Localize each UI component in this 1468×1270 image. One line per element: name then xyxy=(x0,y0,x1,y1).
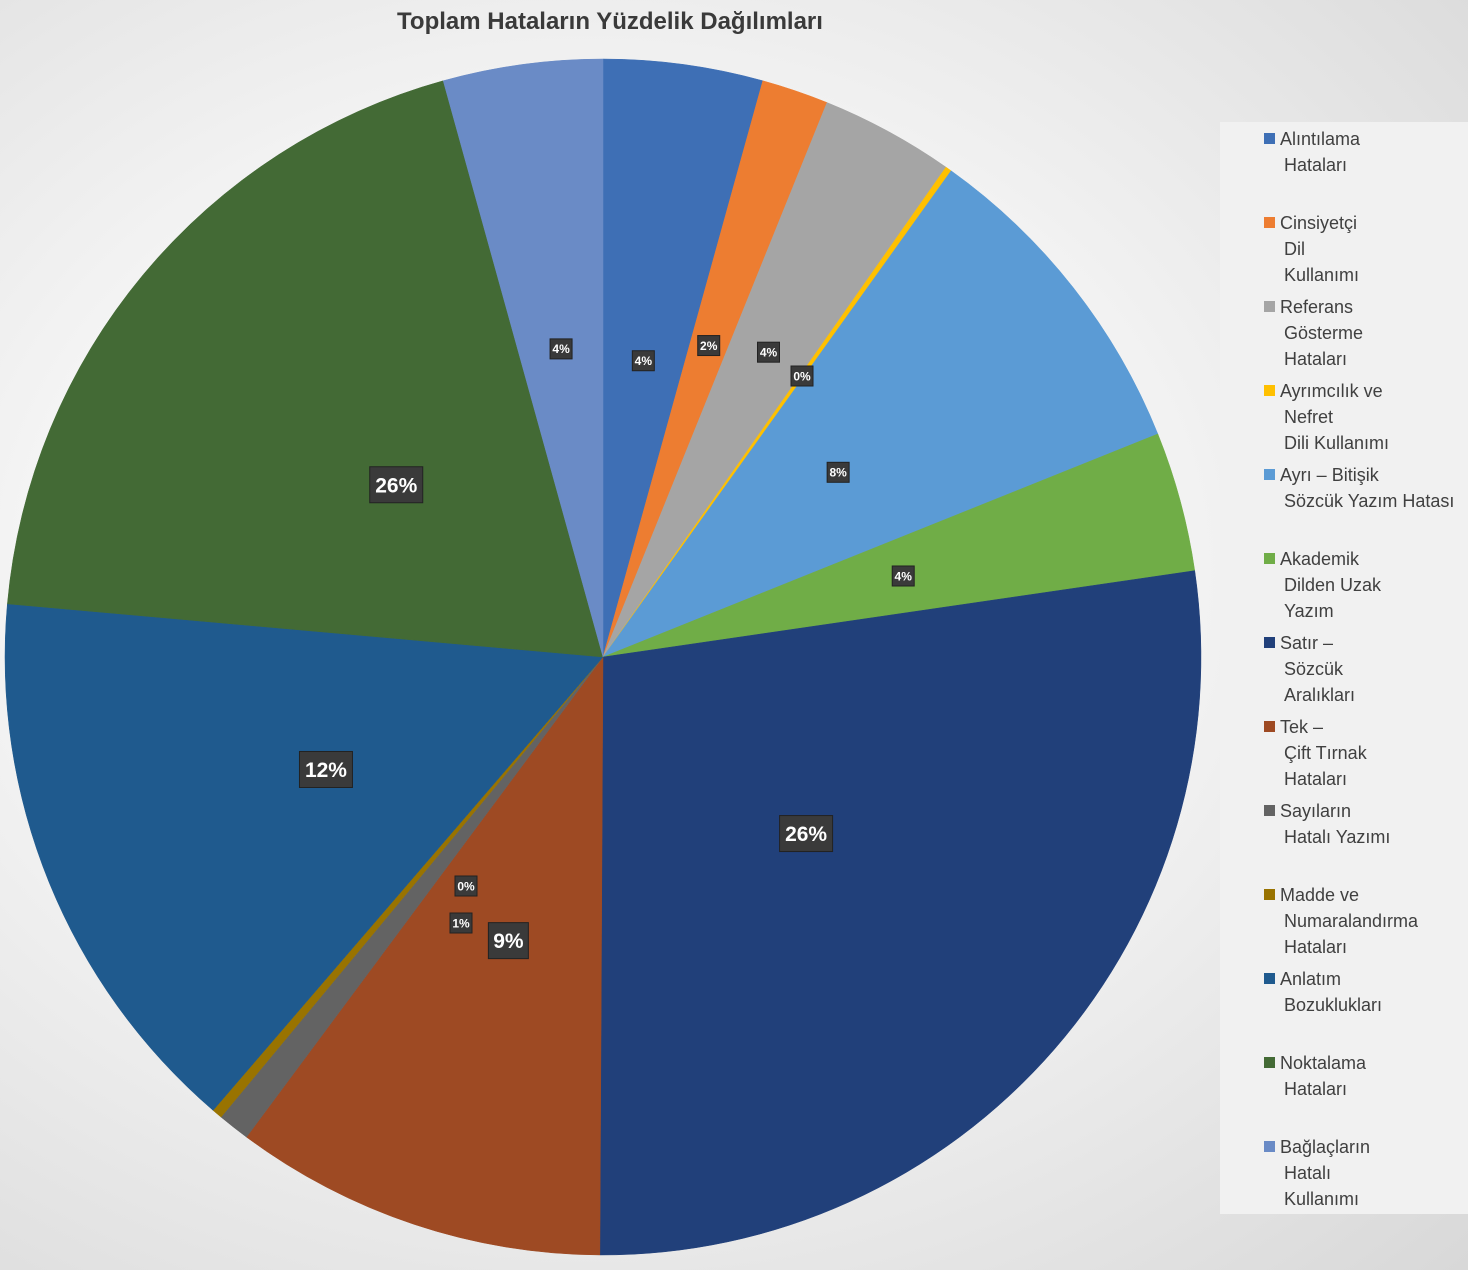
legend-label: Sayıların xyxy=(1280,801,1352,821)
legend-label: Hataları xyxy=(1284,937,1348,957)
data-label-text: 4% xyxy=(760,346,778,360)
pie-slice xyxy=(246,656,604,1256)
data-label: 12% xyxy=(298,750,353,788)
data-label: 0% xyxy=(790,365,814,387)
data-label: 4% xyxy=(756,341,780,363)
data-label-text: 0% xyxy=(457,879,475,893)
legend-label: Kullanımı xyxy=(1284,265,1360,285)
legend-label: Aralıkları xyxy=(1284,685,1356,705)
legend-swatch xyxy=(1264,385,1275,396)
legend-swatch xyxy=(1264,301,1275,312)
pie-slice xyxy=(602,170,1159,658)
data-label-text: 12% xyxy=(305,759,347,782)
legend-label: Cinsiyetçi xyxy=(1280,213,1358,233)
legend-label: Dilden Uzak xyxy=(1284,575,1382,595)
pie-slice xyxy=(4,603,604,1111)
data-label-box xyxy=(454,875,478,897)
legend-label: Yazım xyxy=(1284,601,1334,621)
legend-label: Nefret xyxy=(1284,407,1334,427)
data-label-box xyxy=(891,565,915,587)
pie-chart: 4% 2% 4% 0% 8% 4% 26% 9% 1% 0% 12% 26% 4% xyxy=(4,58,1202,1256)
data-label: 8% xyxy=(826,461,850,483)
data-label-box xyxy=(631,350,655,372)
data-label: 4% xyxy=(631,350,655,372)
legend-swatch xyxy=(1264,721,1275,732)
legend-label: Tek – xyxy=(1280,717,1324,737)
legend-label: Alıntılama xyxy=(1280,129,1361,149)
data-label-box xyxy=(790,365,814,387)
data-label: 9% xyxy=(487,922,529,960)
legend-label: Hataları xyxy=(1284,155,1348,175)
legend-label: Satır – xyxy=(1280,633,1334,653)
legend-label: Hataları xyxy=(1284,769,1348,789)
data-label-text: 26% xyxy=(375,474,417,497)
legend-label: Bozuklukları xyxy=(1284,995,1383,1015)
legend-swatch xyxy=(1264,133,1275,144)
legend-label: Akademik xyxy=(1280,549,1360,569)
data-label-box xyxy=(756,341,780,363)
data-label-text: 26% xyxy=(785,823,827,846)
pie-slice xyxy=(442,58,604,658)
legend-label: Ayrı – Bitişik xyxy=(1280,465,1379,485)
legend-swatch xyxy=(1264,553,1275,564)
legend-swatch xyxy=(1264,1141,1275,1152)
data-label-box xyxy=(549,338,573,360)
legend-label: Numaralandırma xyxy=(1284,911,1419,931)
legend-label: Dili Kullanımı xyxy=(1284,433,1390,453)
legend-swatch xyxy=(1264,805,1275,816)
data-label-text: 4% xyxy=(895,569,913,583)
data-label: 26% xyxy=(779,815,834,853)
pie-slice xyxy=(599,570,1202,1256)
pie-slice xyxy=(7,80,604,658)
legend-label: Hataları xyxy=(1284,349,1348,369)
legend-label: Noktalama xyxy=(1280,1053,1367,1073)
legend-swatch xyxy=(1264,889,1275,900)
data-label: 4% xyxy=(891,565,915,587)
legend-swatch xyxy=(1264,973,1275,984)
legend-label: Gösterme xyxy=(1284,323,1364,343)
data-label-box xyxy=(369,466,424,504)
data-label: 0% xyxy=(454,875,478,897)
legend-label: Dil xyxy=(1284,239,1305,259)
legend-swatch xyxy=(1264,637,1275,648)
legend-label: Sözcük Yazım Hatası xyxy=(1284,491,1455,511)
data-label-box xyxy=(487,922,529,960)
legend-label: Çift Tırnak xyxy=(1284,743,1367,763)
legend-label: Bağlaçların xyxy=(1280,1137,1371,1157)
legend-label: Madde ve xyxy=(1280,885,1360,905)
legend-label: Anlatım xyxy=(1280,969,1342,989)
data-label-box xyxy=(298,750,353,788)
data-label: 2% xyxy=(697,335,721,357)
legend-label: Ayrımcılık ve xyxy=(1280,381,1383,401)
legend-label: Kullanımı xyxy=(1284,1189,1360,1209)
legend-label: Hatalı xyxy=(1284,1163,1332,1183)
data-label-text: 0% xyxy=(793,369,811,383)
data-label-box xyxy=(697,335,721,357)
data-label-box xyxy=(449,912,473,934)
data-label: 1% xyxy=(449,912,473,934)
data-label-text: 4% xyxy=(552,342,570,356)
data-label-box xyxy=(779,815,834,853)
legend-label: Referans xyxy=(1280,297,1354,317)
legend-label: Sözcük xyxy=(1284,659,1344,679)
data-label-text: 2% xyxy=(700,339,718,353)
data-label: 4% xyxy=(549,338,573,360)
data-label-box xyxy=(826,461,850,483)
data-label-text: 1% xyxy=(452,916,470,930)
data-label: 26% xyxy=(369,466,424,504)
data-label-text: 8% xyxy=(829,466,847,480)
data-label-text: 9% xyxy=(493,930,524,953)
legend-swatch xyxy=(1264,469,1275,480)
data-label-text: 4% xyxy=(635,354,653,368)
legend-label: Hatalı Yazımı xyxy=(1284,827,1391,847)
legend-label: Hataları xyxy=(1284,1079,1348,1099)
legend: Alıntılama Hataları Cinsiyetçi Dil Kullanımı… xyxy=(1220,122,1468,1214)
chart-title: Toplam Hataların Yüzdelik Dağılımları xyxy=(397,8,823,35)
legend-swatch xyxy=(1264,217,1275,228)
legend-swatch xyxy=(1264,1057,1275,1068)
